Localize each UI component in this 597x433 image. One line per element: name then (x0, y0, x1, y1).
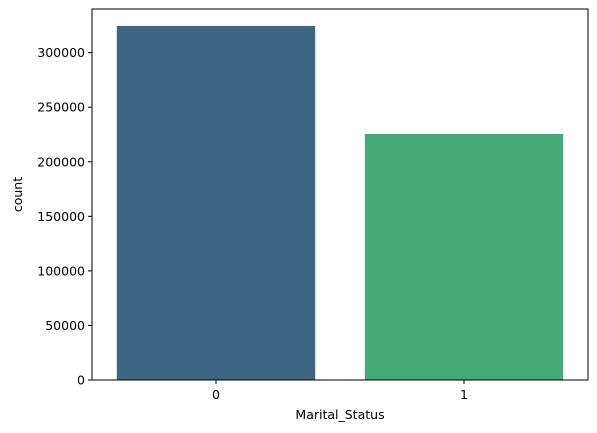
x-axis-label: Marital_Status (295, 407, 384, 422)
bars (116, 25, 564, 380)
y-tick-label: 0 (77, 373, 85, 388)
y-tick-label: 50000 (45, 318, 85, 333)
x-tick-label: 0 (212, 387, 220, 402)
y-tick-label: 250000 (37, 100, 85, 115)
y-tick-label: 200000 (37, 154, 85, 169)
y-axis-label: count (10, 177, 25, 212)
plot-area-frame (91, 8, 589, 381)
y-tick-label: 100000 (37, 263, 85, 278)
x-tick-label: 1 (460, 387, 468, 402)
bar-0 (116, 25, 316, 380)
y-axis-ticks: 0 50000 100000 150000 200000 250000 300000 (37, 45, 92, 388)
y-tick-label: 300000 (37, 45, 85, 60)
bar-1 (364, 133, 564, 380)
y-tick-label: 150000 (37, 209, 85, 224)
